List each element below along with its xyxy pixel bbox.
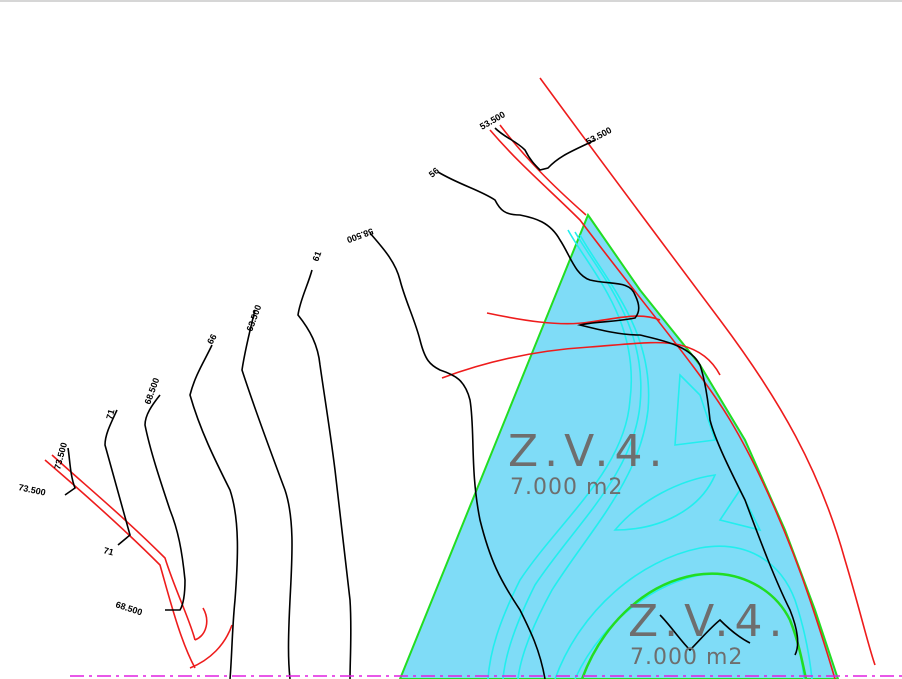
contour-label-58500: 58.500	[345, 226, 374, 245]
top-border	[0, 0, 902, 2]
zone-area-label: 7.000 m2	[630, 645, 743, 670]
contour-label-73500-side: 73.500	[18, 482, 47, 498]
zone-annotation-2: Z.V.4. 7.000 m2	[628, 596, 789, 670]
green-zone-area	[398, 212, 840, 679]
green-inner-contour	[580, 572, 808, 679]
terrain-contours	[64, 127, 799, 679]
contour-label-63500: 63.500	[244, 303, 263, 332]
zone-annotation-1: Z.V.4. 7.000 m2	[508, 426, 669, 500]
contour-label-71-top: 71	[104, 408, 116, 420]
contour-label-68500-top: 68.500	[142, 376, 161, 405]
road-edges	[44, 77, 876, 679]
contour-label-61: 61	[310, 250, 323, 263]
contour-label-56: 56	[427, 165, 441, 179]
contour-label-73500-top: 73.500	[52, 441, 69, 470]
contour-label-68500-bottom: 68.500	[114, 599, 143, 617]
zone-code-label: Z.V.4.	[508, 426, 669, 477]
contour-label-53500-b: 53.500	[584, 125, 613, 147]
contour-label-71-bottom: 71	[102, 545, 114, 557]
zone-code-label: Z.V.4.	[628, 596, 789, 647]
contour-label-66: 66	[205, 332, 219, 346]
contour-labels: 53.500 53.500 56 58.500 61 63.500 66 68.…	[18, 109, 614, 617]
zone-area-label: 7.000 m2	[510, 475, 623, 500]
